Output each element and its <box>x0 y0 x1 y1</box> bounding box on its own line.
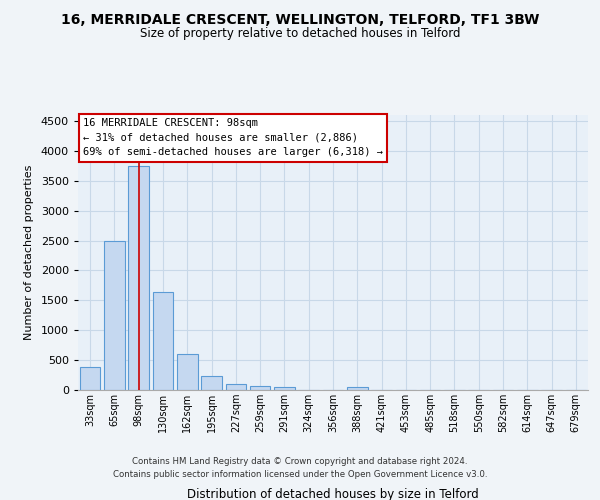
Text: Contains public sector information licensed under the Open Government Licence v3: Contains public sector information licen… <box>113 470 487 479</box>
Bar <box>250 386 271 390</box>
X-axis label: Distribution of detached houses by size in Telford: Distribution of detached houses by size … <box>187 488 479 500</box>
Bar <box>274 388 295 390</box>
Bar <box>201 376 222 390</box>
Text: Size of property relative to detached houses in Telford: Size of property relative to detached ho… <box>140 28 460 40</box>
Bar <box>177 354 197 390</box>
Bar <box>347 386 368 390</box>
Bar <box>104 240 125 390</box>
Bar <box>80 368 100 390</box>
Y-axis label: Number of detached properties: Number of detached properties <box>24 165 34 340</box>
Bar <box>226 384 246 390</box>
Bar <box>152 292 173 390</box>
Text: 16 MERRIDALE CRESCENT: 98sqm
← 31% of detached houses are smaller (2,886)
69% of: 16 MERRIDALE CRESCENT: 98sqm ← 31% of de… <box>83 118 383 158</box>
Text: Contains HM Land Registry data © Crown copyright and database right 2024.: Contains HM Land Registry data © Crown c… <box>132 458 468 466</box>
Text: 16, MERRIDALE CRESCENT, WELLINGTON, TELFORD, TF1 3BW: 16, MERRIDALE CRESCENT, WELLINGTON, TELF… <box>61 12 539 26</box>
Bar <box>128 166 149 390</box>
